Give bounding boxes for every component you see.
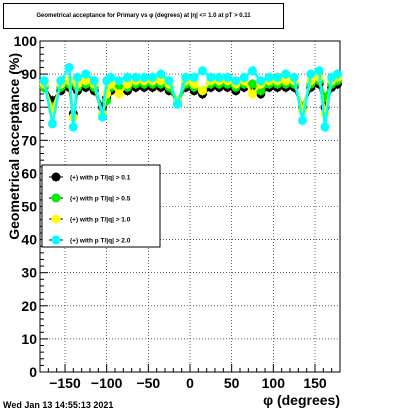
- data-point: [48, 119, 57, 129]
- y-tick-label: 20: [21, 298, 37, 314]
- data-point: [164, 76, 174, 86]
- y-tick-label: 50: [21, 199, 37, 215]
- data-point: [64, 62, 74, 72]
- data-point: [189, 72, 199, 82]
- data-point: [73, 72, 82, 82]
- y-tick-label: 60: [21, 165, 37, 181]
- y-tick-label: 30: [21, 265, 37, 281]
- data-point: [81, 76, 91, 86]
- legend-entry-label: (+) with p T/|q| > 1.0: [70, 217, 131, 224]
- axis-ticks: −150 −100 −50 0 50 100 150 0 10 20 30 40 50 60 70 80 90 1…: [14, 33, 341, 391]
- data-point: [68, 122, 78, 132]
- legend-marker: [51, 235, 61, 245]
- legend-marker: [51, 172, 61, 182]
- data-point: [131, 72, 141, 82]
- data-point: [333, 69, 342, 79]
- data-point: [223, 72, 232, 82]
- x-tick-label: 0: [186, 375, 194, 391]
- timestamp: Wed Jan 13 14:55:13 2021: [3, 400, 114, 410]
- data-points: [39, 62, 342, 133]
- y-tick-label: 70: [21, 132, 37, 148]
- data-point: [148, 72, 157, 82]
- data-point: [89, 76, 99, 86]
- data-point: [289, 72, 299, 82]
- legend: (+) with p T/|q| > 0.1 (+) with p T/|q| >…: [41, 164, 161, 248]
- data-point: [306, 69, 316, 79]
- y-tick-label: 80: [21, 99, 37, 115]
- data-point: [123, 79, 132, 89]
- legend-entry-label: (+) with p T/|q| > 2.0: [70, 238, 131, 245]
- data-point: [248, 79, 257, 89]
- data-point: [231, 76, 241, 86]
- data-point: [198, 86, 207, 96]
- data-point: [248, 89, 257, 99]
- x-tick-label: 150: [303, 375, 327, 391]
- x-tick-label: 50: [224, 375, 240, 391]
- data-point: [264, 72, 274, 82]
- x-tick-label: −100: [91, 375, 123, 391]
- data-point: [156, 69, 166, 79]
- chart-title-box: Geometrical acceptance for Primary vs φ …: [3, 3, 284, 29]
- data-point: [56, 76, 66, 86]
- x-axis-label: φ (degrees): [263, 392, 340, 408]
- y-tick-label: 0: [29, 364, 37, 380]
- data-point: [298, 115, 307, 125]
- legend-box: [41, 164, 161, 248]
- series-4: [39, 62, 342, 133]
- x-tick-label: −150: [49, 375, 81, 391]
- data-point: [214, 72, 224, 82]
- data-point: [281, 69, 291, 79]
- data-point: [156, 76, 166, 86]
- data-point: [273, 72, 282, 82]
- data-point: [198, 66, 207, 76]
- data-point: [139, 72, 149, 82]
- y-tick-label: 100: [14, 33, 38, 49]
- data-point: [248, 66, 257, 76]
- data-point: [314, 66, 324, 76]
- data-point: [123, 72, 132, 82]
- data-point: [181, 72, 191, 82]
- y-tick-label: 40: [21, 232, 37, 248]
- data-point: [320, 122, 330, 132]
- data-point: [239, 72, 249, 82]
- x-tick-label: −50: [136, 375, 160, 391]
- data-point: [281, 76, 291, 86]
- data-point: [81, 69, 91, 79]
- data-point: [39, 76, 49, 86]
- x-tick-label: 100: [262, 375, 286, 391]
- data-point: [114, 76, 124, 86]
- data-point: [173, 99, 182, 109]
- y-tick-label: 10: [21, 331, 37, 347]
- y-axis-label: Geometrical acceptance (%): [6, 53, 22, 240]
- legend-entry-label: (+) with p T/|q| > 0.5: [70, 196, 131, 203]
- data-point: [114, 89, 124, 99]
- data-point: [106, 72, 116, 82]
- data-point: [256, 76, 266, 86]
- chart-title: Geometrical acceptance for Primary vs φ …: [36, 13, 251, 19]
- legend-marker: [51, 193, 61, 203]
- data-point: [189, 79, 199, 89]
- y-tick-label: 90: [21, 66, 37, 82]
- data-point: [206, 72, 216, 82]
- data-point: [98, 112, 107, 122]
- legend-entry-label: (+) with p T/|q| > 0.1: [70, 175, 131, 182]
- legend-marker: [51, 214, 61, 224]
